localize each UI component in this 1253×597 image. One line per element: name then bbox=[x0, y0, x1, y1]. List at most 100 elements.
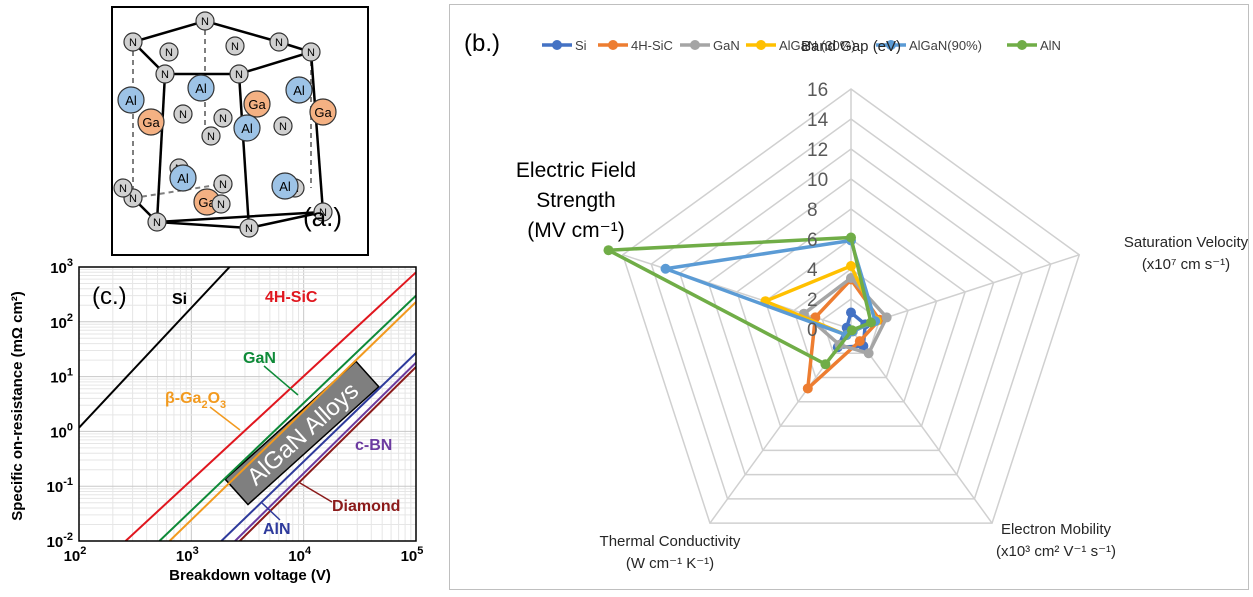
x-tick-label: 102 bbox=[64, 545, 87, 565]
atom-label: Al bbox=[195, 81, 207, 96]
atom-label: N bbox=[275, 37, 283, 49]
chart-legend: Si 4H-SiC GaN AlGaN (30%) AlGaN(90%) AlN bbox=[542, 38, 1061, 53]
axis-label: (x10³ cm² V⁻¹ s⁻¹) bbox=[996, 543, 1116, 560]
radial-tick-label: 2 bbox=[807, 290, 818, 311]
radar-grid bbox=[621, 88, 1081, 524]
axis-label: (MV cm⁻¹) bbox=[527, 219, 624, 242]
n-atom: N bbox=[113, 178, 133, 198]
series-point bbox=[854, 336, 865, 347]
radial-tick-label: 0 bbox=[807, 320, 818, 341]
atom-label: N bbox=[153, 217, 161, 229]
atom-label: N bbox=[165, 47, 173, 59]
atom-label: N bbox=[307, 47, 315, 59]
n-atom: N bbox=[147, 212, 167, 232]
radial-tick-label: 6 bbox=[807, 230, 818, 251]
atom-circle bbox=[113, 178, 133, 198]
chart-series-lines bbox=[79, 267, 416, 541]
gan-annotation: GaN bbox=[243, 350, 276, 367]
atom-label: Al bbox=[279, 179, 291, 194]
atom-label: Al bbox=[125, 93, 137, 108]
y-tick-label: 10-2 bbox=[47, 531, 73, 551]
x-tick-label: 103 bbox=[176, 545, 199, 565]
al-atom: Al bbox=[233, 114, 261, 142]
axis-label: (W cm⁻¹ K⁻¹) bbox=[626, 555, 714, 572]
n-atom: N bbox=[313, 202, 333, 222]
legend-item-gan: GaN bbox=[680, 38, 740, 53]
atom-circle bbox=[271, 172, 299, 200]
dashed-edge bbox=[132, 183, 224, 199]
atom-circle bbox=[273, 116, 293, 136]
radar-ring bbox=[650, 118, 1052, 500]
vertical-edge bbox=[155, 73, 167, 223]
n-atom: N bbox=[229, 64, 249, 84]
bottom-edge bbox=[156, 210, 324, 230]
legend-label: GaN bbox=[713, 38, 740, 53]
radar-ring bbox=[764, 238, 938, 403]
atom-label: N bbox=[219, 113, 227, 125]
atom-circle bbox=[137, 108, 165, 136]
atom-label: Ga bbox=[314, 105, 332, 120]
atom-circle bbox=[211, 194, 231, 214]
radar-chart: (b.) Si 4H-SiC GaN AlGaN (30%) AlGaN(90%) AlN… bbox=[464, 30, 1249, 572]
legend-label: AlN bbox=[1040, 38, 1061, 53]
series-point bbox=[820, 359, 831, 370]
atom-circle bbox=[239, 218, 259, 238]
atom-circle bbox=[309, 98, 337, 126]
series-polygon bbox=[802, 276, 889, 356]
y-tick-label: 103 bbox=[50, 258, 73, 277]
axis-label: Electron Mobility bbox=[1001, 521, 1112, 538]
atom-label: N bbox=[245, 223, 253, 235]
atom-circle bbox=[123, 32, 143, 52]
n-atom: N bbox=[159, 42, 179, 62]
radar-series bbox=[603, 232, 892, 394]
series-line-gan bbox=[158, 294, 416, 541]
series-line-diamond bbox=[239, 366, 416, 541]
series-point bbox=[660, 263, 671, 274]
n-atom: N bbox=[301, 42, 321, 62]
legend-item-algan-90-: AlGaN(90%) bbox=[876, 38, 982, 53]
on-resistance-chart-panel: AlGaN Alloys 102 103 104 105 10-2 10-1 100 101 1… bbox=[0, 257, 445, 592]
atom-circle bbox=[213, 174, 233, 194]
on-resistance-chart: AlGaN Alloys 102 103 104 10510-210-11001011… bbox=[9, 257, 424, 584]
axis-label: Electric Field bbox=[516, 159, 636, 182]
atom-label: N bbox=[217, 199, 225, 211]
atom-label: N bbox=[129, 193, 137, 205]
sic-annotation: 4H-SiC bbox=[265, 289, 318, 306]
atom-circle bbox=[117, 86, 145, 114]
vertical-edge bbox=[309, 51, 325, 213]
si-annotation: Si bbox=[172, 291, 187, 308]
aln-annotation: AlN bbox=[263, 521, 291, 538]
radar-ring bbox=[707, 178, 995, 452]
n-atom: N bbox=[195, 11, 215, 31]
series-point bbox=[802, 383, 813, 394]
al-atom: Al bbox=[169, 164, 197, 192]
legend-item-algan-30-: AlGaN (30%) bbox=[746, 38, 856, 53]
radar-ring bbox=[678, 148, 1024, 476]
atom-circle bbox=[159, 42, 179, 62]
series-aln bbox=[603, 232, 876, 370]
ga2o3-annotation: β-Ga2O3 bbox=[165, 390, 226, 411]
plot-frame bbox=[78, 266, 417, 542]
radar-ring bbox=[735, 208, 967, 427]
atom-circle bbox=[233, 114, 261, 142]
series-line-4h-sic bbox=[124, 271, 416, 541]
radial-tick-label: 8 bbox=[807, 200, 818, 221]
series-point bbox=[881, 312, 892, 323]
radar-axis-labels: Band Gap (eV) Saturation Velocity (x10⁷ cm… bbox=[516, 38, 1249, 572]
y-tick-label: 101 bbox=[50, 367, 73, 387]
series-point bbox=[846, 261, 856, 271]
atom-circle bbox=[313, 202, 333, 222]
axis-label: Band Gap (eV) bbox=[801, 38, 901, 55]
ga2o3-pointer bbox=[209, 406, 241, 431]
chart-ticks: 102 103 104 105 10-2 10-1 100 101 102 103 bbox=[47, 257, 424, 565]
legend-marker bbox=[756, 40, 766, 50]
radial-tick-label: 10 bbox=[807, 170, 828, 191]
atom-circle bbox=[229, 64, 249, 84]
atom-label: N bbox=[207, 131, 215, 143]
atom-circle bbox=[169, 164, 197, 192]
atom-label: N bbox=[231, 41, 239, 53]
atom-label: N bbox=[161, 69, 169, 81]
al-atom: Al bbox=[285, 76, 313, 104]
radar-spoke bbox=[850, 328, 993, 524]
series-line--ga2o3 bbox=[168, 301, 416, 541]
